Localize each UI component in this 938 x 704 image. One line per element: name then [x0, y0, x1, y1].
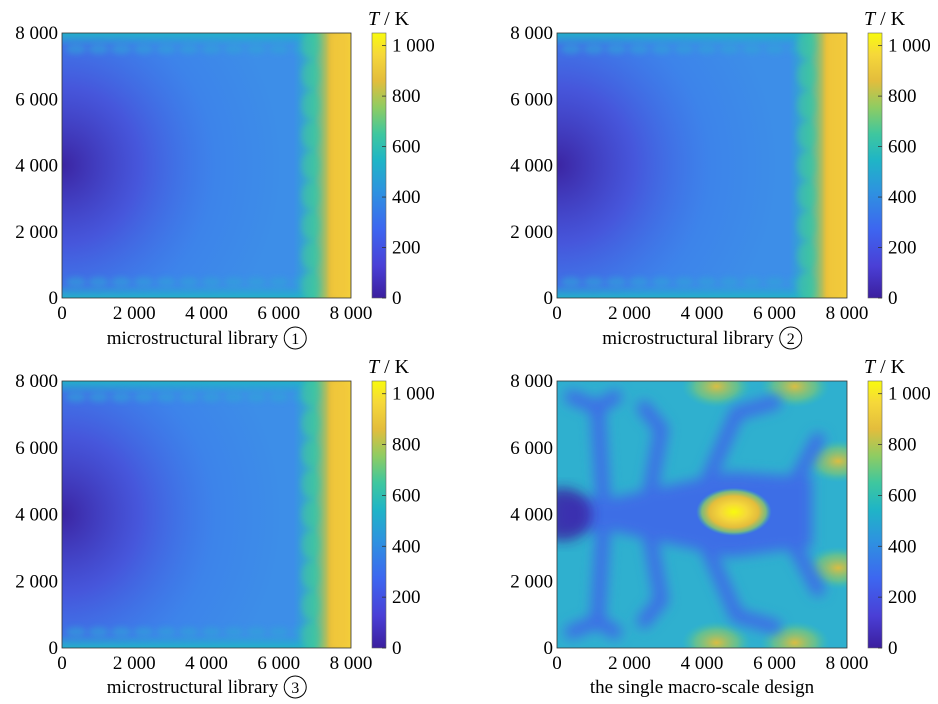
y-tick-label: 8 000	[510, 23, 553, 44]
x-tick-label: 6 000	[257, 303, 300, 324]
caption-marker: 2	[787, 331, 795, 348]
heatmap-field	[557, 33, 847, 298]
colorbar-label: T / K	[864, 356, 906, 378]
panel-2: 0 2 000 4 000 6 000 8 000 0 2 000 4 000 6 000 8 0…	[510, 8, 931, 350]
y-tick-label: 2 000	[510, 571, 553, 592]
y-tick-label: 4 000	[510, 156, 553, 177]
colorbar-tick-label: 0	[888, 288, 898, 309]
y-tick-label: 8 000	[15, 23, 58, 44]
colorbar-tick-label: 400	[392, 187, 421, 208]
y-tick-label: 2 000	[510, 222, 553, 243]
heatmap-field	[62, 381, 351, 648]
y-tick-label: 4 000	[510, 505, 553, 526]
colorbar-tick-label: 600	[888, 485, 917, 506]
x-tick-label: 4 000	[185, 303, 228, 324]
x-tick-label: 6 000	[257, 653, 300, 674]
panel-caption: microstructural library	[107, 677, 279, 698]
y-tick-label: 6 000	[15, 89, 58, 110]
caption-marker-circle	[779, 326, 803, 350]
heatmap-field	[557, 381, 847, 648]
colorbar-tick-label: 0	[888, 638, 898, 659]
y-tick-label: 4 000	[15, 505, 58, 526]
x-tick-label: 2 000	[608, 303, 651, 324]
x-tick-label: 0	[57, 653, 67, 674]
colorbar-tick-label: 200	[392, 587, 421, 608]
x-tick-label: 8 000	[826, 653, 869, 674]
y-tick-label: 8 000	[15, 371, 58, 392]
colorbar-tick-label: 400	[888, 187, 917, 208]
colorbar-tick-label: 1 000	[392, 384, 435, 405]
panel-3: 0 2 000 4 000 6 000 8 000 0 2 000 4 000 6 000 8 0…	[15, 356, 435, 699]
colorbar-tick-label: 400	[888, 536, 917, 557]
panel-1: 0 2 000 4 000 6 000 8 000 0 2 000 4 000 6 000 8 0…	[15, 8, 435, 350]
panel-caption: the single macro-scale design	[590, 677, 815, 698]
x-tick-label: 0	[57, 303, 67, 324]
colorbar-gradient	[867, 380, 883, 649]
colorbar-tick-label: 1 000	[392, 36, 435, 57]
colorbar-tick-label: 600	[888, 137, 917, 158]
x-tick-label: 2 000	[113, 653, 156, 674]
colorbar-gradient	[371, 380, 387, 649]
colorbar-tick-label: 1 000	[888, 36, 931, 57]
x-tick-label: 8 000	[826, 303, 869, 324]
colorbar: 0 200 400 600 800 1 000 T / K	[864, 356, 931, 659]
caption-marker: 1	[291, 331, 299, 348]
caption-marker-circle	[283, 675, 307, 699]
colorbar-tick-label: 0	[392, 288, 402, 309]
y-tick-label: 0	[49, 638, 59, 659]
y-tick-label: 2 000	[15, 571, 58, 592]
y-tick-label: 0	[49, 288, 59, 309]
x-tick-label: 4 000	[681, 303, 724, 324]
colorbar-gradient	[867, 32, 883, 299]
axes-frame	[61, 380, 352, 649]
y-tick-label: 2 000	[15, 222, 58, 243]
colorbar-gradient	[371, 32, 387, 299]
colorbar: 0 200 400 600 800 1 000 T / K	[864, 8, 931, 309]
y-tick-label: 0	[544, 288, 554, 309]
panel-caption: microstructural library	[602, 328, 774, 349]
x-tick-label: 0	[552, 303, 562, 324]
x-tick-label: 6 000	[753, 653, 796, 674]
x-tick-label: 6 000	[753, 303, 796, 324]
x-tick-label: 4 000	[681, 653, 724, 674]
y-tick-label: 0	[544, 638, 554, 659]
caption-marker: 3	[291, 680, 299, 697]
x-tick-label: 4 000	[185, 653, 228, 674]
colorbar-tick-label: 0	[392, 638, 402, 659]
colorbar: 0 200 400 600 800 1 000 T / K	[368, 8, 435, 309]
x-tick-label: 0	[552, 653, 562, 674]
colorbar-label: T / K	[368, 356, 410, 378]
panel-caption: microstructural library	[107, 328, 279, 349]
axes-frame	[61, 32, 352, 299]
heatmap-field	[62, 33, 351, 298]
colorbar-tick-label: 800	[888, 435, 917, 456]
y-tick-label: 6 000	[510, 89, 553, 110]
y-tick-label: 4 000	[15, 156, 58, 177]
y-tick-label: 6 000	[510, 438, 553, 459]
y-tick-label: 6 000	[15, 438, 58, 459]
colorbar-tick-label: 800	[888, 86, 917, 107]
y-tick-label: 8 000	[510, 371, 553, 392]
caption-marker-circle	[283, 326, 307, 350]
panel-4: 0 2 000 4 000 6 000 8 000 0 2 000 4 000 6 000 8 0…	[510, 356, 931, 698]
x-tick-label: 8 000	[330, 653, 373, 674]
colorbar: 0 200 400 600 800 1 000 T / K	[368, 356, 435, 659]
colorbar-tick-label: 1 000	[888, 384, 931, 405]
colorbar-tick-label: 800	[392, 86, 421, 107]
axes-frame	[556, 380, 848, 649]
colorbar-tick-label: 800	[392, 435, 421, 456]
x-tick-label: 2 000	[113, 303, 156, 324]
colorbar-tick-label: 600	[392, 485, 421, 506]
colorbar-tick-label: 200	[888, 587, 917, 608]
colorbar-label: T / K	[368, 8, 410, 30]
colorbar-tick-label: 400	[392, 536, 421, 557]
colorbar-label: T / K	[864, 8, 906, 30]
x-tick-label: 8 000	[330, 303, 373, 324]
colorbar-tick-label: 600	[392, 137, 421, 158]
colorbar-tick-label: 200	[392, 238, 421, 259]
x-tick-label: 2 000	[608, 653, 651, 674]
axes-frame	[556, 32, 848, 299]
colorbar-tick-label: 200	[888, 238, 917, 259]
